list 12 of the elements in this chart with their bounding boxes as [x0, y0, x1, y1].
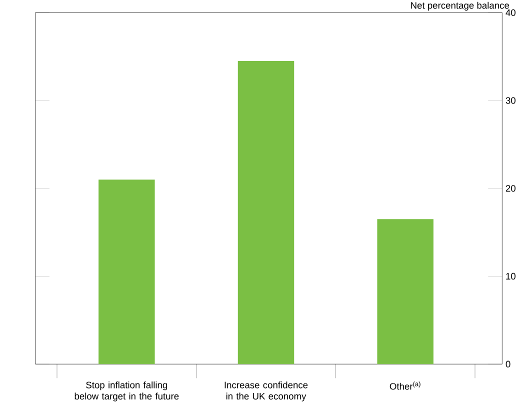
- y-tick-label: 20: [506, 184, 516, 192]
- x-tick-label: Other$^{(a)}$: [390, 381, 420, 390]
- x-tick-label: Increase confidence in the UK economy: [224, 381, 308, 402]
- x-tick-label: Stop inflation falling below target in the future: [74, 381, 179, 402]
- y-axis-title: Net percentage balance: [411, 2, 509, 10]
- y-tick-label: 30: [506, 96, 516, 104]
- bar: [98, 179, 155, 364]
- y-tick-label: 40: [506, 9, 516, 16]
- bar: [377, 218, 434, 364]
- bar: [238, 60, 294, 364]
- y-tick-label: 10: [506, 272, 516, 280]
- y-tick-label: 0: [506, 360, 510, 368]
